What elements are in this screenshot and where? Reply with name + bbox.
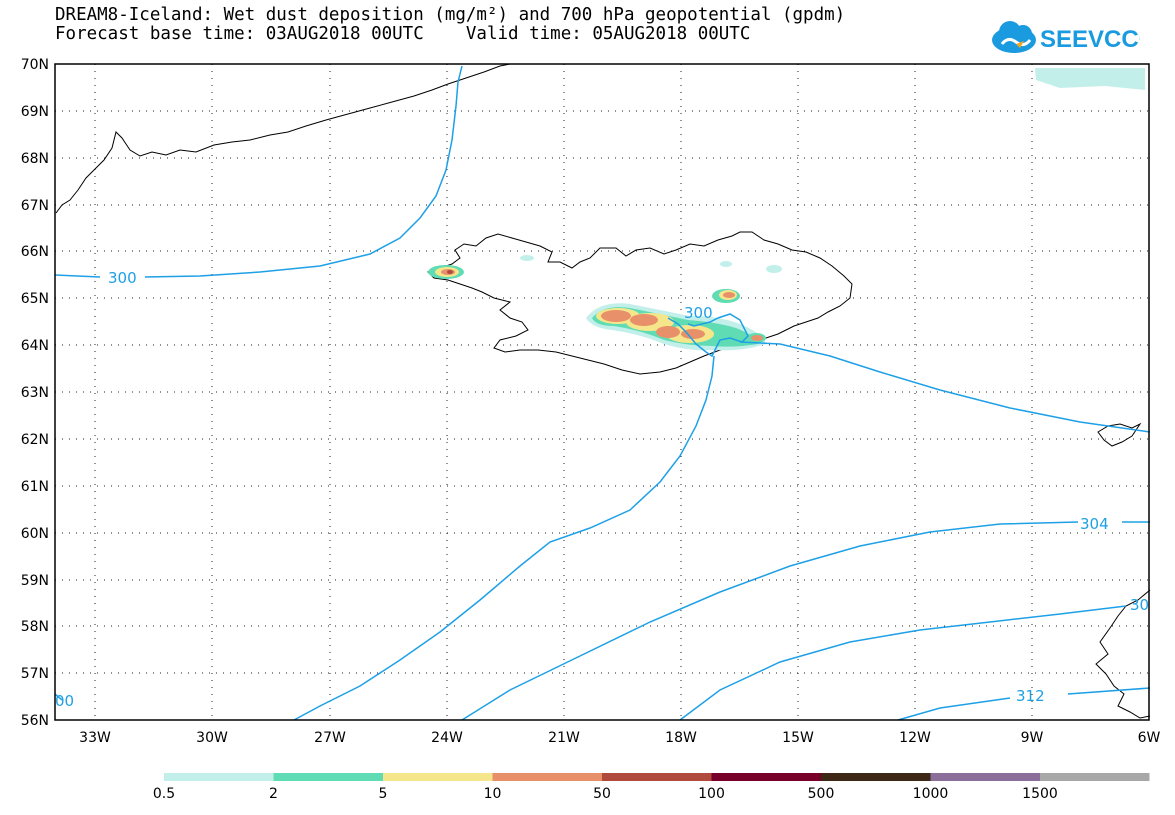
isoline-label: 300: [108, 269, 137, 287]
longitude-labels: 33W 30W 27W 24W 21W 18W 15W 12W 9W 6W: [79, 730, 1160, 746]
lon-label: 18W: [665, 730, 697, 746]
legend-swatch: [602, 773, 712, 781]
lat-label: 64N: [21, 338, 49, 354]
legend-label: 50: [593, 786, 611, 802]
legend-swatch: [492, 773, 602, 781]
legend-label: 2: [269, 786, 278, 802]
lon-label: 27W: [314, 730, 346, 746]
lat-label: 63N: [21, 385, 49, 401]
isoline-label: 00: [55, 692, 74, 710]
title-line-2: Forecast base time: 03AUG2018 00UTC Vali…: [55, 24, 751, 44]
legend-swatch: [711, 773, 821, 781]
lon-label: 6W: [1138, 730, 1161, 746]
lat-label: 56N: [21, 713, 49, 729]
lat-label: 66N: [21, 244, 49, 260]
map-title: DREAM8-Iceland: Wet dust deposition (mg/…: [55, 6, 845, 44]
lon-label: 33W: [79, 730, 111, 746]
legend-label: 100: [698, 786, 725, 802]
lat-label: 62N: [21, 432, 49, 448]
legend-swatch: [164, 773, 274, 781]
dust-deposition-field: [428, 265, 766, 351]
lon-label: 15W: [782, 730, 814, 746]
lat-label: 68N: [21, 151, 49, 167]
legend-label: 5: [379, 786, 388, 802]
isoline-label: 300: [684, 304, 713, 322]
isoline-label: 304: [1080, 515, 1109, 533]
dust-patch-small: [720, 261, 732, 267]
legend-swatch: [383, 773, 493, 781]
lon-label: 24W: [431, 730, 463, 746]
lat-label: 69N: [21, 104, 49, 120]
legend-label: 500: [808, 786, 835, 802]
lat-label: 65N: [21, 291, 49, 307]
dust-patch-small: [520, 255, 534, 261]
graticule: [55, 64, 1149, 720]
lon-label: 21W: [548, 730, 580, 746]
isoline-label: 312: [1016, 687, 1045, 705]
legend-swatch: [821, 773, 931, 781]
color-legend: 0.5 2 5 10 50 100 500 1000 1500: [153, 773, 1150, 802]
lat-label: 57N: [21, 666, 49, 682]
map-frame: [54, 63, 1150, 721]
legend-label: 1500: [1022, 786, 1058, 802]
legend-swatch: [930, 773, 1040, 781]
lat-label: 59N: [21, 573, 49, 589]
isoline-label: 30: [1130, 596, 1149, 614]
lon-label: 9W: [1021, 730, 1044, 746]
legend-swatch: [1040, 773, 1150, 781]
legend-label: 0.5: [153, 786, 175, 802]
greenland-coastline: [55, 63, 511, 214]
latitude-labels: 70N 69N 68N 67N 66N 65N 64N 63N 62N 61N …: [21, 57, 49, 729]
lon-label: 30W: [196, 730, 228, 746]
cloud-logo-icon: [992, 21, 1036, 53]
lat-label: 70N: [21, 57, 49, 73]
lat-label: 61N: [21, 479, 49, 495]
dust-patch-small: [766, 265, 782, 273]
legend-swatch: [273, 773, 383, 781]
lat-label: 67N: [21, 198, 49, 214]
seevccc-logo: SEEVCCC: [992, 21, 1140, 53]
logo-text: SEEVCCC: [1040, 26, 1140, 53]
lat-label: 58N: [21, 619, 49, 635]
scotland-coastline: [1095, 589, 1151, 719]
geopotential-isolines: [54, 65, 1151, 721]
title-line-1: DREAM8-Iceland: Wet dust deposition (mg/…: [55, 5, 846, 25]
legend-label: 1000: [913, 786, 949, 802]
iceland-coastline: [427, 231, 853, 375]
lat-label: 60N: [21, 526, 49, 542]
isoline-labels: 300 300 304 30 312 00: [55, 269, 1149, 710]
lon-label: 12W: [899, 730, 931, 746]
legend-label: 10: [484, 786, 502, 802]
dust-patch-northeast: [1035, 68, 1145, 90]
